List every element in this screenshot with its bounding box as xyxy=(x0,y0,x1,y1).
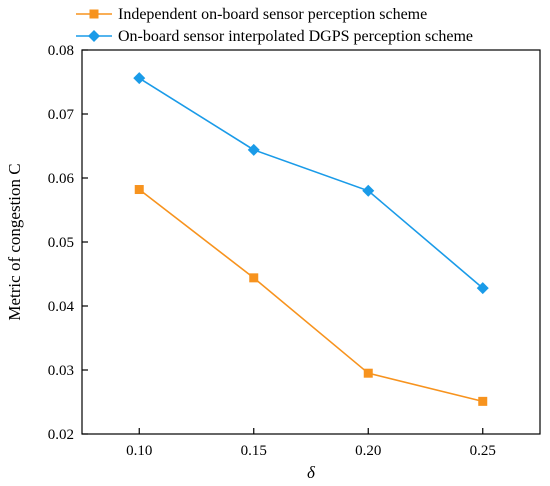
y-tick-label: 0.02 xyxy=(48,427,74,443)
x-tick-label: 0.10 xyxy=(126,443,152,459)
data-point-1 xyxy=(363,368,373,378)
y-axis-title: Metric of congestion C xyxy=(5,163,24,320)
x-tick-label: 0.15 xyxy=(241,443,267,459)
y-tick-label: 0.06 xyxy=(48,171,75,187)
y-tick-label: 0.08 xyxy=(48,43,74,59)
plot-frame xyxy=(81,49,541,435)
legend-label-1: Independent on-board sensor perception s… xyxy=(118,6,427,23)
data-point-2 xyxy=(362,184,375,197)
y-tick-label: 0.05 xyxy=(48,235,74,251)
y-tick-label: 0.03 xyxy=(48,363,74,379)
data-point-1 xyxy=(478,396,488,406)
x-axis-title: δ xyxy=(307,463,316,482)
y-tick-label: 0.07 xyxy=(48,107,75,123)
data-point-2 xyxy=(247,143,260,156)
axis-ticks: 0.02 0.03 0.04 0.05 0.06 0.07 0.08 0.10 0.15 0.20… xyxy=(48,43,496,459)
data-point-1 xyxy=(134,185,144,195)
x-tick-label: 0.25 xyxy=(470,443,496,459)
series-group xyxy=(133,72,489,406)
x-tick-label: 0.20 xyxy=(355,443,381,459)
data-point-1 xyxy=(249,273,259,283)
legend-marker-2 xyxy=(88,30,100,42)
data-point-2 xyxy=(476,282,489,295)
series-line-1 xyxy=(138,188,483,403)
y-tick-label: 0.04 xyxy=(48,299,75,315)
legend-marker-1 xyxy=(89,9,99,19)
series-line-2 xyxy=(138,77,484,289)
legend-label-2: On-board sensor interpolated DGPS percep… xyxy=(118,28,473,45)
legend: Independent on-board sensor perception s… xyxy=(76,6,473,45)
data-point-2 xyxy=(133,72,146,85)
